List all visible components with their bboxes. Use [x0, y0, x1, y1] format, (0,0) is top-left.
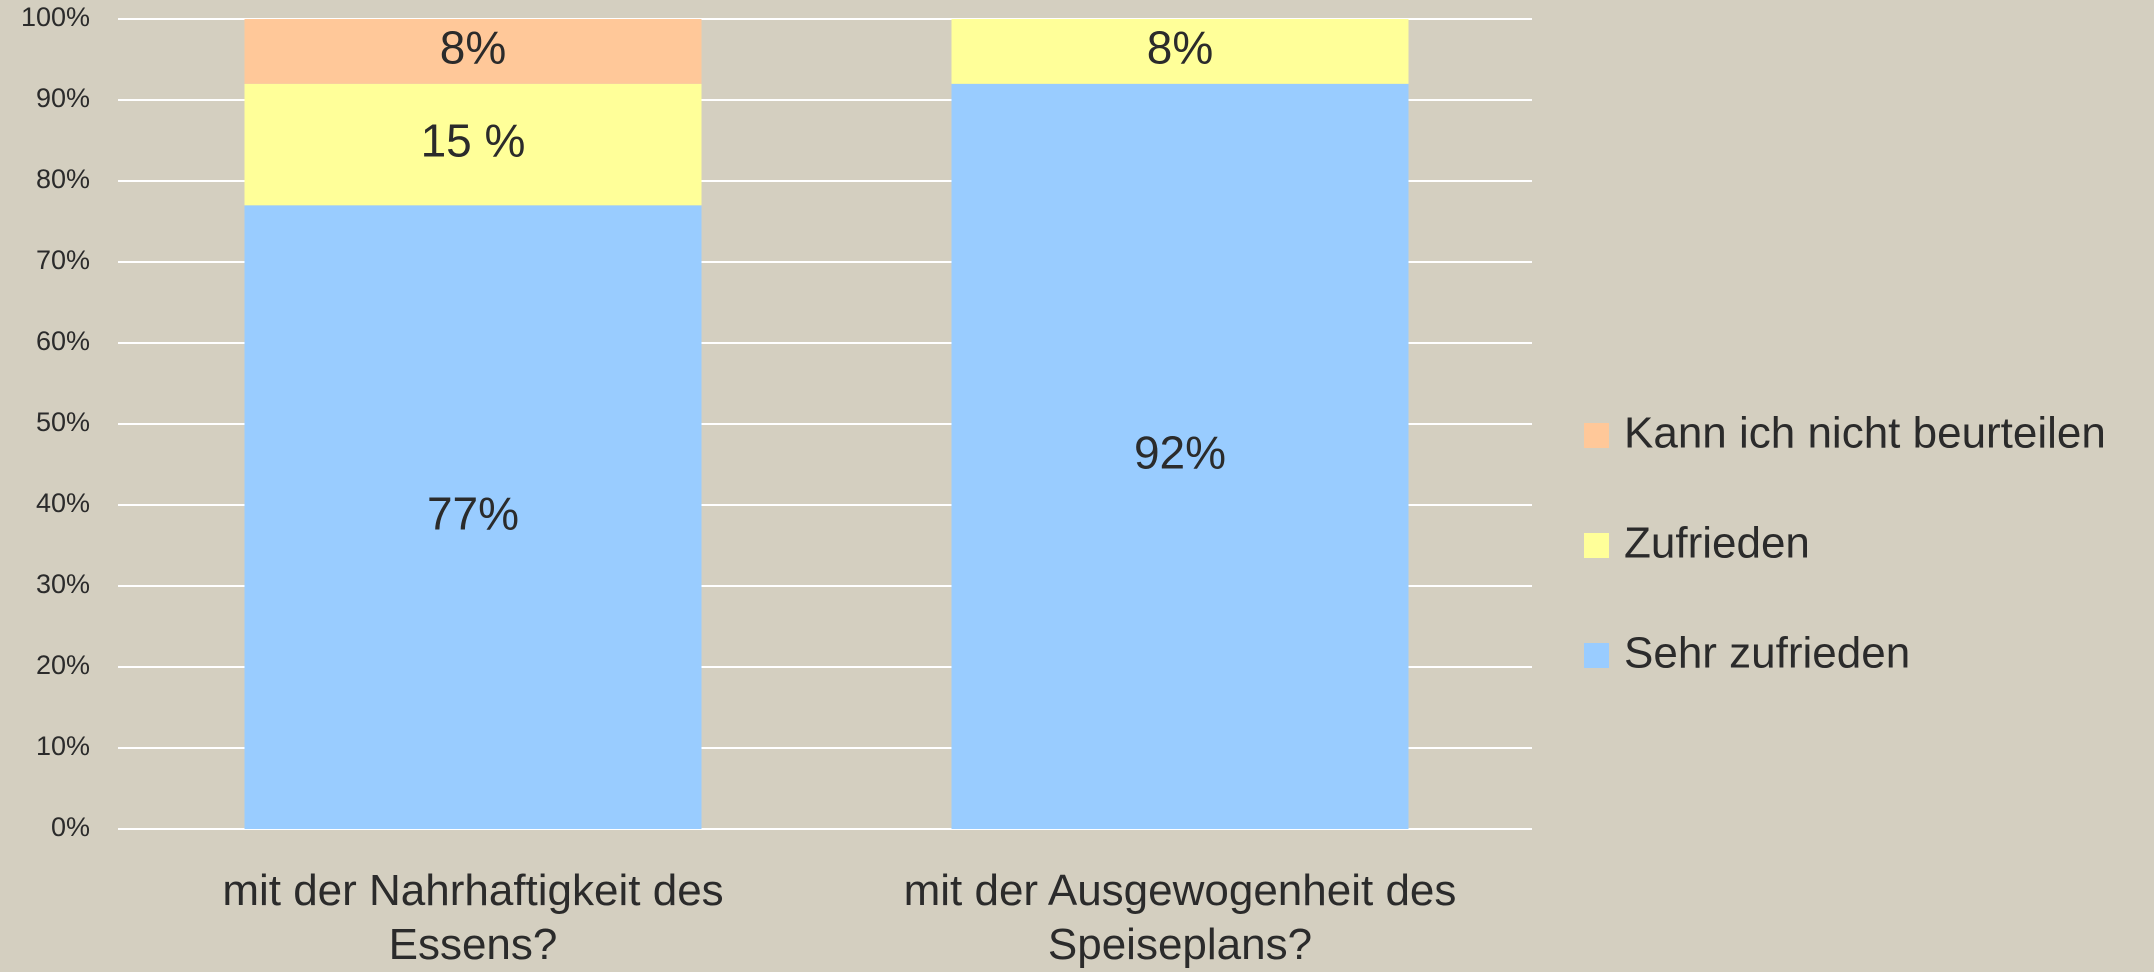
- data-label: 92%: [1134, 427, 1226, 479]
- y-tick-label: 60%: [36, 326, 90, 356]
- x-tick-label: mit der Ausgewogenheit des Speiseplans?: [903, 866, 1457, 969]
- legend-swatch: [1584, 643, 1609, 668]
- bar-segment: [244, 205, 702, 830]
- y-tick-label: 70%: [36, 245, 90, 275]
- y-tick-label: 0%: [51, 812, 90, 842]
- bar-segment: [244, 83, 702, 206]
- x-tick-label: mit der Nahrhaftigkeit des Essens?: [222, 866, 724, 969]
- y-tick-label: 10%: [36, 731, 90, 761]
- data-label: 77%: [427, 487, 519, 539]
- y-tick-label: 80%: [36, 164, 90, 194]
- y-tick-label: 50%: [36, 407, 90, 437]
- y-tick-label: 40%: [36, 488, 90, 518]
- bar-segment: [951, 83, 1409, 830]
- legend-label: Kann ich nicht beurteilen: [1624, 409, 2106, 458]
- data-label: 15 %: [421, 115, 526, 167]
- y-tick-label: 30%: [36, 569, 90, 599]
- data-label: 8%: [440, 22, 506, 74]
- legend-swatch: [1584, 533, 1609, 558]
- bar-segment: [951, 19, 1409, 84]
- legend-swatch: [1584, 423, 1609, 448]
- y-tick-label: 20%: [36, 650, 90, 680]
- y-tick-label: 90%: [36, 83, 90, 113]
- legend-label: Sehr zufrieden: [1624, 629, 1910, 678]
- data-label: 8%: [1147, 22, 1213, 74]
- y-tick-label: 100%: [21, 2, 90, 32]
- bar-segment: [244, 19, 702, 84]
- legend-label: Zufrieden: [1624, 519, 1810, 568]
